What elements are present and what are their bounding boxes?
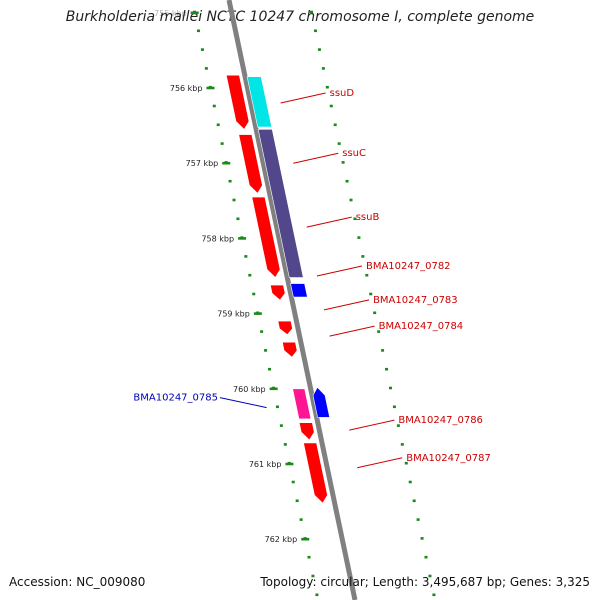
tick-label: 759 kbp bbox=[217, 310, 250, 319]
chromosome-backbone bbox=[226, 0, 358, 600]
gene-label[interactable]: BMA10247_0787 bbox=[406, 453, 491, 464]
gene-label[interactable]: BMA10247_0785 bbox=[133, 393, 218, 404]
callout-line bbox=[323, 299, 370, 311]
gene-label[interactable]: BMA10247_0783 bbox=[373, 295, 458, 306]
callout-line bbox=[357, 457, 403, 469]
callout-line bbox=[293, 152, 339, 164]
callout-line bbox=[306, 216, 352, 228]
gene-feature-g7[interactable] bbox=[290, 283, 308, 298]
tick-label: 757 kbp bbox=[186, 159, 219, 168]
tick-label: 755 kbp bbox=[154, 9, 187, 18]
gene-feature-g6[interactable] bbox=[269, 284, 286, 301]
gene-label[interactable]: BMA10247_0782 bbox=[366, 261, 451, 272]
callout-line bbox=[280, 92, 326, 104]
gene-label[interactable]: BMA10247_0786 bbox=[398, 415, 483, 426]
gene-feature-g5[interactable] bbox=[251, 196, 281, 278]
gene-feature-g9[interactable] bbox=[281, 341, 298, 358]
tick-label: 756 kbp bbox=[170, 84, 203, 93]
tick-label: 758 kbp bbox=[201, 234, 234, 243]
gene-label[interactable]: ssuC bbox=[342, 148, 366, 159]
callout-line bbox=[219, 397, 267, 409]
gene-feature-g11[interactable] bbox=[312, 386, 331, 418]
tick-label: 761 kbp bbox=[249, 460, 282, 469]
gene-feature-g13[interactable] bbox=[303, 442, 328, 504]
gene-label[interactable]: BMA10247_0784 bbox=[379, 321, 464, 332]
gene-feature-g1[interactable] bbox=[225, 74, 250, 130]
callout-line bbox=[316, 265, 363, 277]
topology-text: Topology: circular; Length: 3,495,687 bp… bbox=[260, 575, 590, 589]
tick-label: 762 kbp bbox=[265, 535, 298, 544]
gene-features bbox=[225, 74, 331, 504]
gene-feature-g3[interactable] bbox=[238, 134, 263, 194]
tick-label: 760 kbp bbox=[233, 385, 266, 394]
gene-feature-g8[interactable] bbox=[277, 320, 293, 336]
gene-label[interactable]: ssuD bbox=[330, 88, 355, 99]
callout-line bbox=[349, 419, 395, 431]
scale-tick-labels: 755 kbp 756 kbp 757 kbp 758 kbp 759 kbp 760 k… bbox=[154, 9, 310, 544]
gene-feature-g4[interactable] bbox=[257, 129, 304, 278]
gene-callouts: ssuD ssuC ssuB BMA10247_0782 BMA10247_0783 BM… bbox=[133, 88, 491, 469]
scale-ticks-inner bbox=[310, 10, 436, 597]
gene-label[interactable]: ssuB bbox=[356, 212, 380, 223]
gene-feature-g10[interactable] bbox=[292, 388, 312, 420]
callout-line bbox=[329, 325, 375, 337]
gene-feature-g12[interactable] bbox=[298, 422, 315, 441]
gene-feature-g2[interactable] bbox=[246, 76, 273, 128]
accession-text: Accession: NC_009080 bbox=[9, 575, 146, 589]
map-title: Burkholderia mallei NCTC 10247 chromosom… bbox=[65, 9, 535, 25]
